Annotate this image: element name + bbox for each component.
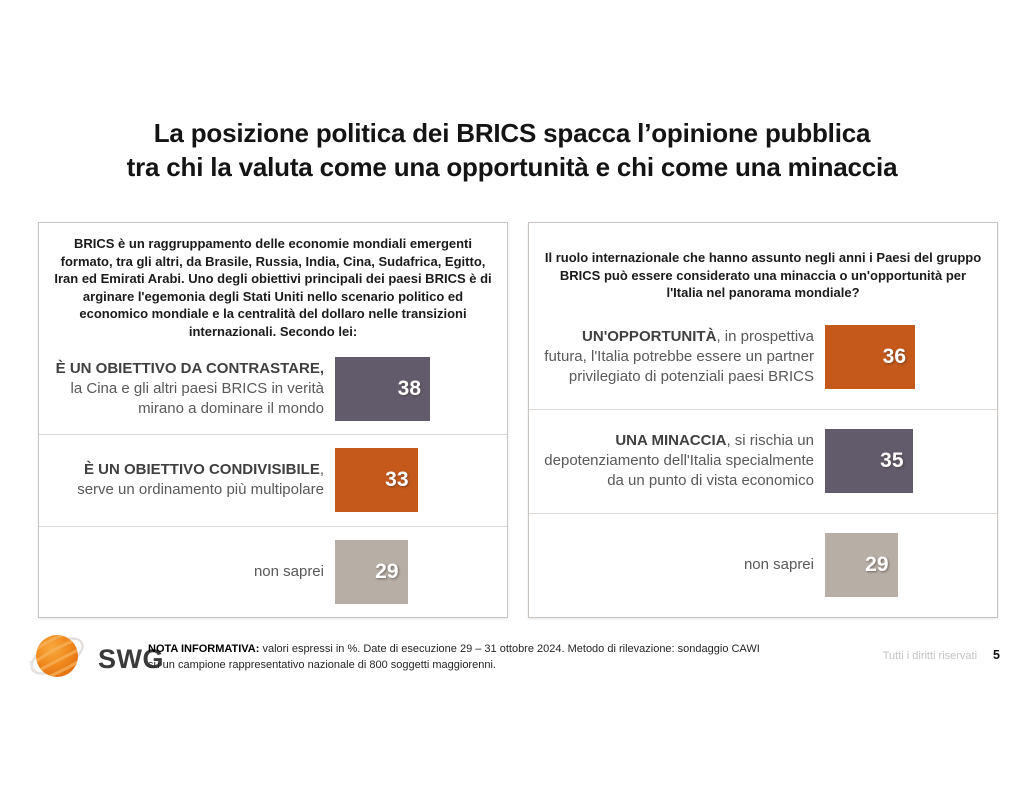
answer-label-rest: , si rischia un depotenziamento dell'Ita… [544, 432, 814, 490]
answer-label: non saprei [543, 555, 825, 575]
table-row: È UN OBIETTIVO DA CONTRASTARE, la Cina e… [39, 344, 507, 434]
result-bar: 33 [335, 448, 418, 513]
answer-label: UNA MINACCIA, si rischia un depotenziame… [543, 431, 825, 491]
bar-value-label: 35 [880, 449, 904, 473]
result-bar: 29 [825, 533, 898, 598]
bar-value-label: 36 [882, 345, 906, 369]
bar-area: 33 [335, 448, 507, 513]
page-title-line2: tra chi la valuta come una opportunità e… [126, 152, 898, 182]
answer-label: È UN OBIETTIVO DA CONTRASTARE, la Cina e… [53, 359, 335, 419]
answer-label-bold: È UN OBIETTIVO CONDIVISIBILE [83, 461, 320, 479]
bar-area: 29 [335, 539, 507, 604]
answer-label-rest: non saprei [253, 562, 324, 580]
table-row: UNA MINACCIA, si rischia un depotenziame… [529, 408, 997, 513]
answer-label: UN'OPPORTUNITÀ, in prospettiva futura, l… [543, 327, 825, 387]
bar-value-label: 29 [375, 559, 399, 583]
bar-value-label: 29 [865, 553, 889, 577]
answer-label-rest: la Cina e gli altri paesi BRICS in verit… [70, 380, 324, 418]
answer-label-bold: UN'OPPORTUNITÀ [582, 328, 717, 346]
result-bar: 38 [335, 357, 430, 422]
answer-label-rest: , in prospettiva futura, l'Italia potreb… [544, 328, 814, 386]
answer-label-rest: , serve un ordinamento più multipolare [77, 461, 324, 499]
bar-value-label: 38 [397, 377, 421, 401]
table-row: È UN OBIETTIVO CONDIVISIBILE, serve un o… [39, 434, 507, 525]
bar-area: 36 [825, 325, 997, 390]
bar-value-label: 33 [385, 468, 409, 492]
result-bar: 36 [825, 325, 915, 390]
answer-label: È UN OBIETTIVO CONDIVISIBILE, serve un o… [53, 460, 335, 500]
answer-label-bold: È UN OBIETTIVO DA CONTRASTARE, [55, 360, 324, 378]
table-row: UN'OPPORTUNITÀ, in prospettiva futura, l… [529, 306, 997, 409]
footer-rights: Tutti i diritti riservati 5 [883, 648, 1000, 662]
panel-question: BRICS è un raggruppamento delle economie… [54, 236, 492, 339]
swg-logo: SWG [28, 628, 164, 691]
panel-question: Il ruolo internazionale che hanno assunt… [544, 250, 982, 300]
page-title-line1: La posizione politica dei BRICS spacca l… [153, 118, 871, 148]
swg-logo-text: SWG [98, 644, 164, 674]
methodology-note-label: NOTA INFORMATIVA: [148, 643, 260, 655]
result-bar: 29 [335, 539, 408, 604]
answer-label-bold: UNA MINACCIA [615, 432, 727, 450]
page-number: 5 [993, 648, 1000, 662]
survey-panels: BRICS è un raggruppamento delle economie… [38, 222, 998, 618]
swg-globe-icon [28, 628, 90, 691]
page-title: La posizione politica dei BRICS spacca l… [40, 116, 984, 184]
bar-area: 29 [825, 533, 997, 598]
table-row: non saprei 29 [39, 525, 507, 617]
result-bar: 35 [825, 429, 913, 494]
rights-text: Tutti i diritti riservati [882, 650, 978, 662]
methodology-note-text: valori espressi in %. Date di esecuzione… [148, 643, 760, 671]
answer-label: non saprei [53, 562, 335, 582]
bar-area: 38 [335, 357, 507, 422]
methodology-note: NOTA INFORMATIVA: valori espressi in %. … [148, 641, 768, 673]
panel-brics-objective: BRICS è un raggruppamento delle economie… [38, 222, 508, 618]
panel-italy-opportunity: Il ruolo internazionale che hanno assunt… [528, 222, 998, 618]
answer-label-rest: non saprei [743, 556, 814, 574]
table-row: non saprei 29 [529, 512, 997, 617]
bar-area: 35 [825, 429, 997, 494]
